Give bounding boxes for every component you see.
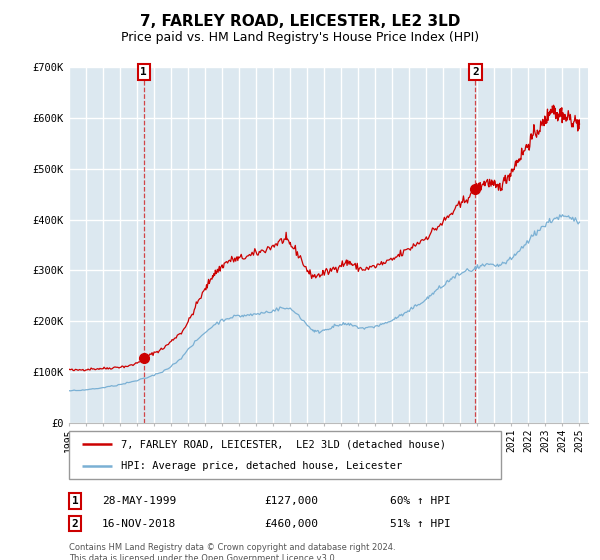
- Text: 2: 2: [71, 519, 79, 529]
- Text: 7, FARLEY ROAD, LEICESTER, LE2 3LD: 7, FARLEY ROAD, LEICESTER, LE2 3LD: [140, 14, 460, 29]
- Text: 7, FARLEY ROAD, LEICESTER,  LE2 3LD (detached house): 7, FARLEY ROAD, LEICESTER, LE2 3LD (deta…: [121, 439, 446, 449]
- Text: 1: 1: [140, 67, 147, 77]
- Text: 51% ↑ HPI: 51% ↑ HPI: [390, 519, 451, 529]
- Text: 1: 1: [71, 496, 79, 506]
- Text: HPI: Average price, detached house, Leicester: HPI: Average price, detached house, Leic…: [121, 461, 402, 471]
- Text: Contains HM Land Registry data © Crown copyright and database right 2024.
This d: Contains HM Land Registry data © Crown c…: [69, 543, 395, 560]
- Text: 60% ↑ HPI: 60% ↑ HPI: [390, 496, 451, 506]
- Text: Price paid vs. HM Land Registry's House Price Index (HPI): Price paid vs. HM Land Registry's House …: [121, 31, 479, 44]
- Text: 2: 2: [472, 67, 479, 77]
- Text: £127,000: £127,000: [264, 496, 318, 506]
- Text: £460,000: £460,000: [264, 519, 318, 529]
- Text: 28-MAY-1999: 28-MAY-1999: [102, 496, 176, 506]
- Text: 16-NOV-2018: 16-NOV-2018: [102, 519, 176, 529]
